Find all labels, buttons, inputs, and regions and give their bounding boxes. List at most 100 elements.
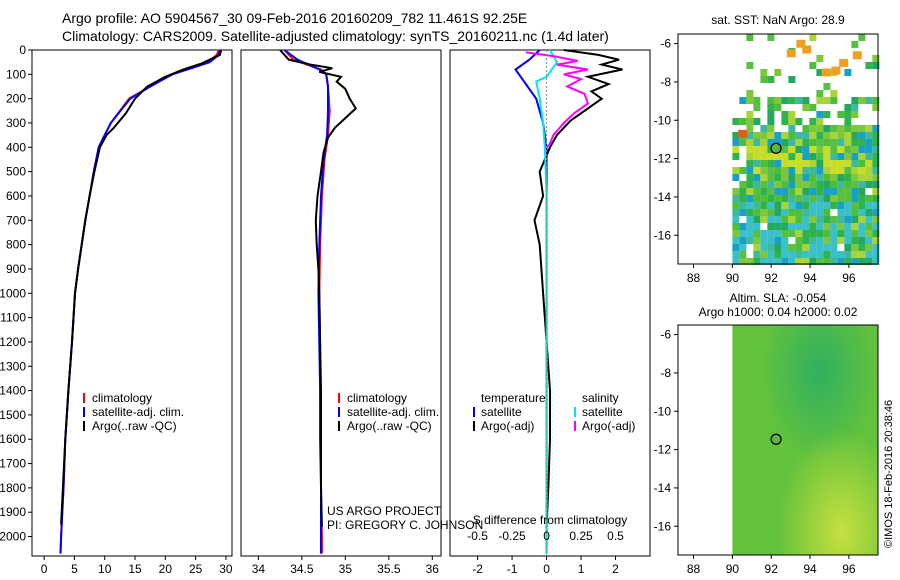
sst-cell bbox=[767, 244, 775, 251]
salinity-legend-label: satellite-adj. clim. bbox=[347, 405, 439, 419]
sst-cell bbox=[781, 174, 789, 181]
sst-cell bbox=[823, 230, 831, 237]
sst-warm-cell bbox=[852, 51, 862, 60]
sla_map-xtick-label: 88 bbox=[687, 562, 701, 576]
sst_map-xtick-label: 90 bbox=[726, 271, 740, 285]
sst-cell bbox=[802, 195, 810, 202]
sst-cell bbox=[809, 251, 817, 258]
sst-cell bbox=[802, 251, 810, 258]
difference-legend-label: satellite bbox=[582, 405, 623, 419]
sst-cell bbox=[746, 258, 754, 265]
sst-cell bbox=[865, 223, 873, 230]
sst-cell bbox=[781, 244, 789, 251]
sla-map-subtitle: Argo h1000: 0.04 h2000: 0.02 bbox=[699, 305, 858, 319]
sst-cell bbox=[844, 216, 852, 223]
sst-cell bbox=[823, 251, 831, 258]
difference-legend-salinity-heading: salinity bbox=[582, 391, 619, 405]
sst-cell bbox=[830, 195, 838, 202]
sst-cell bbox=[837, 237, 845, 244]
sst-cell bbox=[795, 174, 803, 181]
sst-cell bbox=[767, 139, 775, 146]
sst-cell bbox=[851, 111, 859, 118]
sst-cell bbox=[844, 146, 852, 153]
sst-cell bbox=[774, 139, 782, 146]
sst-cell bbox=[795, 146, 803, 153]
sst-cell bbox=[802, 167, 810, 174]
sst-cell bbox=[753, 230, 761, 237]
sst-cell bbox=[753, 160, 761, 167]
sst-cell bbox=[739, 244, 747, 251]
sst-cell bbox=[837, 181, 845, 188]
sst-cell bbox=[781, 181, 789, 188]
difference-stick-label: 0.5 bbox=[607, 529, 624, 543]
sst-cell bbox=[858, 216, 866, 223]
sst-cell bbox=[858, 153, 866, 160]
sst-cell bbox=[753, 195, 761, 202]
sst-cell bbox=[781, 195, 789, 202]
sst-cell bbox=[816, 223, 824, 230]
sst-cell bbox=[865, 209, 873, 216]
sst-cell bbox=[739, 258, 747, 265]
sst-cell bbox=[767, 209, 775, 216]
temperature-ytick-label: 700 bbox=[6, 213, 26, 227]
sst-cell bbox=[732, 216, 740, 223]
sst-warm-cell bbox=[786, 49, 796, 58]
sst-cell bbox=[844, 174, 852, 181]
header-line-2: Climatology: CARS2009. Satellite-adjuste… bbox=[62, 28, 609, 44]
sst-cell bbox=[802, 209, 810, 216]
sst-cell bbox=[865, 244, 873, 251]
sst-cell bbox=[774, 195, 782, 202]
sst-cell bbox=[774, 132, 782, 139]
sst-cell bbox=[732, 153, 740, 160]
sst-cell bbox=[865, 195, 873, 202]
sst-cell bbox=[865, 216, 873, 223]
sst-cell bbox=[760, 181, 768, 188]
temperature-ytick-label: 1800 bbox=[0, 481, 26, 495]
sst-cell bbox=[809, 146, 817, 153]
sst-cell bbox=[823, 125, 831, 132]
sst-cell bbox=[844, 237, 852, 244]
temperature-ytick-label: 500 bbox=[6, 165, 26, 179]
sst-cell bbox=[816, 230, 824, 237]
sst-cell bbox=[809, 181, 817, 188]
sst-cell bbox=[837, 160, 845, 167]
sst-cell bbox=[767, 76, 775, 83]
sst-cell bbox=[844, 153, 852, 160]
sst-cell bbox=[746, 34, 754, 41]
sst-cell bbox=[781, 111, 789, 118]
sst-cell bbox=[732, 251, 740, 258]
difference-xtick-label: 0 bbox=[543, 562, 550, 576]
sst-cell bbox=[788, 181, 796, 188]
sst-cell bbox=[872, 195, 880, 202]
difference-legend-label: satellite bbox=[481, 405, 522, 419]
sst-cell bbox=[823, 97, 831, 104]
sst-cell bbox=[816, 153, 824, 160]
sst-cell bbox=[732, 167, 740, 174]
sst-cell bbox=[816, 132, 824, 139]
sst-cell bbox=[781, 188, 789, 195]
sst-cell bbox=[802, 237, 810, 244]
sst-cell bbox=[844, 202, 852, 209]
sst-cell bbox=[781, 216, 789, 223]
sst-cell bbox=[844, 195, 852, 202]
sst-cell bbox=[872, 216, 880, 223]
sst-cell bbox=[760, 244, 768, 251]
sst-cell bbox=[837, 230, 845, 237]
sst-cell bbox=[767, 237, 775, 244]
sst-cell bbox=[872, 230, 880, 237]
sst-cell bbox=[781, 139, 789, 146]
sst-cell bbox=[739, 181, 747, 188]
sst-cell bbox=[809, 62, 817, 69]
sst-cell bbox=[760, 251, 768, 258]
sst-cell bbox=[788, 167, 796, 174]
sst-cell bbox=[851, 104, 859, 111]
temperature-series-argo-raw-qc- bbox=[60, 49, 223, 525]
sst-cell bbox=[851, 97, 859, 104]
sst-cell bbox=[837, 209, 845, 216]
sst-cell bbox=[844, 125, 852, 132]
sst-cell bbox=[830, 258, 838, 265]
sst-cell bbox=[816, 251, 824, 258]
sst-cell bbox=[858, 174, 866, 181]
sst-cell bbox=[788, 174, 796, 181]
